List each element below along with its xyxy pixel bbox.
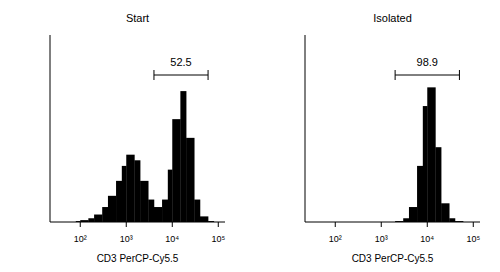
x-tick	[335, 222, 336, 227]
x-tick-label: 10⁴	[165, 234, 179, 244]
histogram-bar	[102, 207, 108, 222]
x-tick-label: 10²	[329, 234, 342, 244]
histogram-bar	[403, 218, 409, 222]
x-axis-label: CD3 PerCP-Cy5.5	[97, 253, 179, 264]
histogram-bar	[148, 200, 154, 222]
histogram-bar	[162, 200, 168, 222]
histogram-bar	[409, 207, 417, 222]
histogram-bar	[417, 166, 423, 222]
gate-end	[153, 70, 154, 80]
histogram-bar	[186, 138, 194, 222]
histogram-bar	[88, 218, 94, 222]
bars	[76, 91, 214, 222]
histogram-bar	[126, 155, 134, 222]
histogram-bar	[168, 170, 173, 222]
histogram-bar	[122, 166, 127, 222]
x-tick-label: 10²	[74, 234, 87, 244]
x-tick	[427, 222, 428, 227]
x-tick-label: 10⁵	[466, 234, 480, 244]
histogram-bar	[140, 181, 148, 222]
histogram-bar	[441, 203, 449, 222]
gate-line	[154, 75, 208, 76]
gate-end	[208, 70, 209, 80]
gate-label: 52.5	[170, 56, 191, 68]
histogram-bar	[435, 147, 441, 222]
x-axis	[305, 222, 480, 223]
x-axis	[50, 222, 225, 223]
title: Isolated	[373, 12, 412, 24]
x-tick	[381, 222, 382, 227]
y-axis	[305, 35, 306, 222]
histogram-bar	[180, 91, 186, 222]
histogram-bar	[200, 216, 208, 222]
histogram-bar	[423, 106, 428, 222]
gate-line	[395, 75, 459, 76]
title: Start	[126, 12, 149, 24]
y-axis	[50, 35, 51, 222]
panel: Isolated 10² 10³ 10⁴ 10⁵ CD3 PerCP-Cy5.5 98.9	[305, 12, 480, 264]
x-tick	[473, 222, 474, 227]
histogram-bar	[172, 119, 180, 222]
x-tick-label: 10⁴	[420, 234, 434, 244]
x-tick	[218, 222, 219, 227]
histogram-bar	[154, 207, 162, 222]
histogram-bar	[427, 87, 435, 222]
chart: Start 10² 10³ 10⁴ 10⁵ CD3 PerCP-Cy5.5 52.5 Isol…	[0, 0, 500, 272]
histogram-bar	[94, 215, 102, 222]
x-tick-label: 10³	[120, 234, 133, 244]
histogram-bar	[116, 181, 122, 222]
histogram-bar	[108, 196, 116, 222]
gate-end	[395, 70, 396, 80]
gate-label: 98.9	[417, 56, 438, 68]
x-tick-label: 10⁵	[211, 234, 225, 244]
bars	[395, 87, 463, 222]
x-tick	[172, 222, 173, 227]
gate-end	[459, 70, 460, 80]
histogram-bar	[449, 218, 455, 222]
x-tick	[126, 222, 127, 227]
x-axis-label: CD3 PerCP-Cy5.5	[352, 253, 434, 264]
panel: Start 10² 10³ 10⁴ 10⁵ CD3 PerCP-Cy5.5 52.5	[50, 12, 225, 264]
x-tick-label: 10³	[375, 234, 388, 244]
histogram-bar	[134, 160, 140, 222]
x-tick	[80, 222, 81, 227]
histogram-bar	[194, 200, 200, 222]
